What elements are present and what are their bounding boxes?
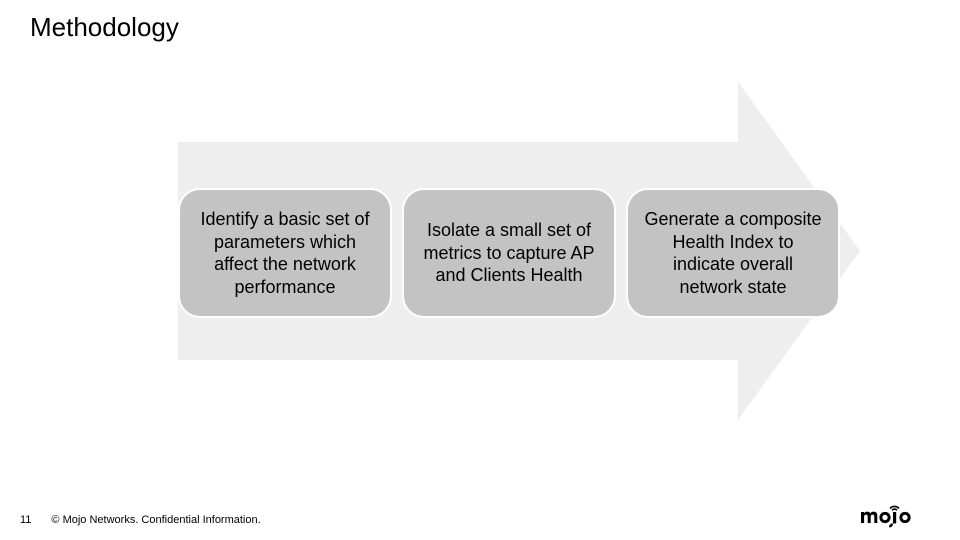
step-3-text: Generate a composite Health Index to ind… bbox=[642, 208, 824, 298]
mojo-logo bbox=[860, 504, 932, 530]
step-2-text: Isolate a small set of metrics to captur… bbox=[418, 219, 600, 287]
step-1: Identify a basic set of parameters which… bbox=[178, 188, 392, 318]
confidential-text: © Mojo Networks. Confidential Informatio… bbox=[51, 514, 260, 526]
step-3: Generate a composite Health Index to ind… bbox=[626, 188, 840, 318]
steps-row: Identify a basic set of parameters which… bbox=[178, 188, 840, 318]
page-number: 11 bbox=[20, 514, 31, 526]
footer: 11 © Mojo Networks. Confidential Informa… bbox=[20, 514, 261, 526]
page-title: Methodology bbox=[30, 12, 179, 43]
step-2: Isolate a small set of metrics to captur… bbox=[402, 188, 616, 318]
step-1-text: Identify a basic set of parameters which… bbox=[194, 208, 376, 298]
